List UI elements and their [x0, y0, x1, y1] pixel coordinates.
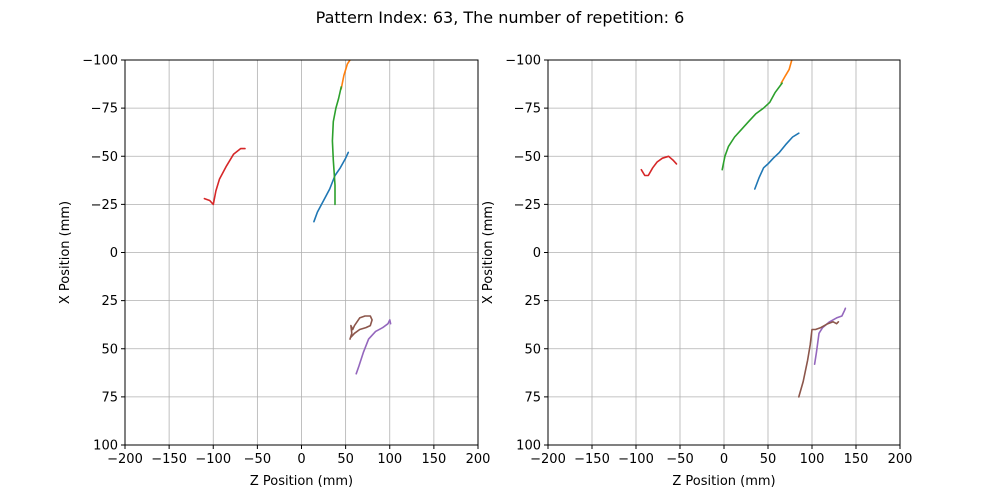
y-tick-label: 0 [110, 246, 118, 261]
series-line-4 [640, 155, 678, 177]
x-tick-label: 50 [760, 452, 777, 467]
series-line-3 [331, 86, 342, 206]
y-tick-label: 100 [93, 439, 118, 454]
series-line-5 [813, 307, 847, 365]
series-line-6 [349, 315, 373, 340]
x-tick-label: −50 [666, 452, 693, 467]
x-tick-label: 200 [466, 452, 491, 467]
y-tick-label: −75 [514, 102, 541, 117]
x-tick-label: 0 [720, 452, 728, 467]
y-tick-label: −50 [514, 150, 541, 165]
y-tick-label: 0 [533, 246, 541, 261]
y-tick-label: −25 [91, 198, 118, 213]
y-tick-label: 100 [516, 439, 541, 454]
y-tick-label: 50 [524, 342, 541, 357]
series-line-3 [721, 82, 783, 171]
series-line-2 [340, 60, 351, 90]
x-tick-label: 200 [888, 452, 913, 467]
subplot-1: −200 −150 −100 −50 0 50 100 150 200 −100 −75 −50 −25… [58, 54, 490, 490]
figure-title: Pattern Index: 63, The number of repetit… [315, 8, 685, 27]
x-tick-label: 100 [377, 452, 402, 467]
y-tick-label: −75 [91, 102, 118, 117]
y-tick-label: 25 [101, 294, 118, 309]
x-tick-label: 100 [800, 452, 825, 467]
x-tick-label: −200 [530, 452, 566, 467]
series-line-2 [780, 60, 793, 84]
series-line-1 [313, 151, 350, 223]
y-tick-label: −100 [505, 54, 541, 69]
y-tick-label: −100 [82, 54, 118, 69]
y-tick-label: 50 [101, 342, 118, 357]
series-line-5 [355, 319, 392, 375]
x-tick-label: −150 [151, 452, 187, 467]
y-tick-label: 75 [101, 390, 118, 405]
y-tick-label: 75 [524, 390, 541, 405]
y-tick-label: 25 [524, 294, 541, 309]
x-tick-label: −200 [107, 452, 143, 467]
y-tick-label: −50 [91, 150, 118, 165]
x-tick-label: 50 [337, 452, 354, 467]
series-line-6 [798, 321, 840, 398]
x-tick-label: 0 [297, 452, 305, 467]
series-line-4 [203, 147, 246, 206]
x-axis-label: Z Position (mm) [250, 474, 353, 489]
x-tick-label: 150 [844, 452, 869, 467]
y-tick-label: −25 [514, 198, 541, 213]
x-tick-label: −100 [618, 452, 654, 467]
series-line-1 [754, 132, 800, 190]
x-axis-label: Z Position (mm) [672, 474, 775, 489]
y-axis-label: X Position (mm) [58, 201, 73, 304]
x-tick-label: −150 [574, 452, 610, 467]
x-tick-label: −50 [244, 452, 271, 467]
subplot-2: −200 −150 −100 −50 0 50 100 150 200 −100 −75 −50 −25… [481, 54, 912, 490]
x-tick-label: 150 [421, 452, 446, 467]
y-axis-label: X Position (mm) [481, 201, 496, 304]
x-tick-label: −100 [195, 452, 231, 467]
